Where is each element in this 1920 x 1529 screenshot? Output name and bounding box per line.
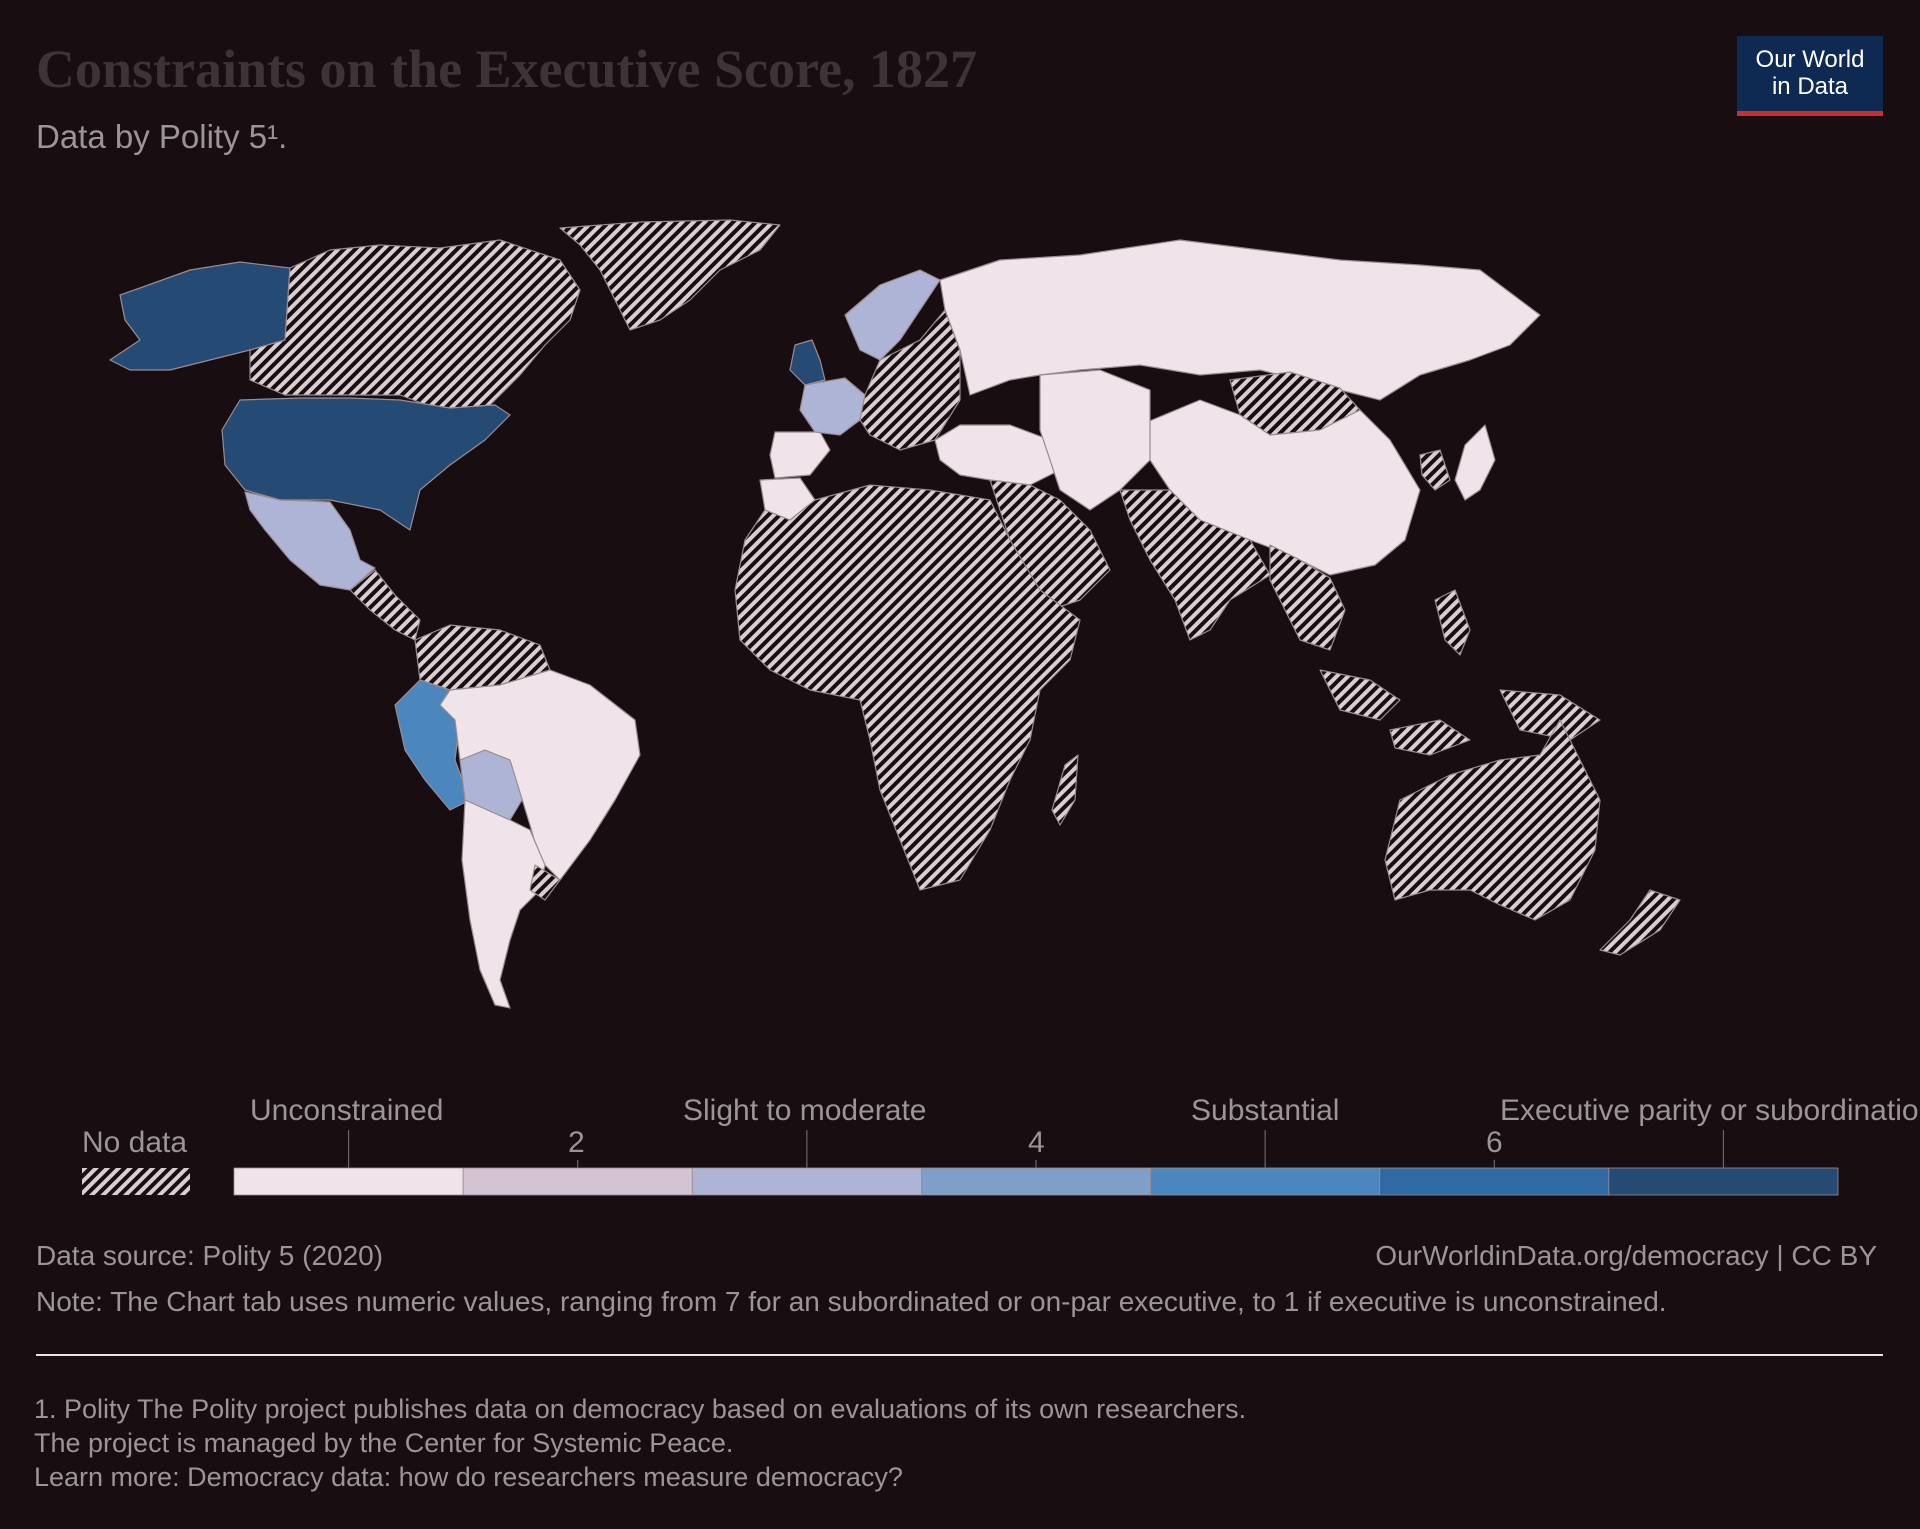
- footnote-line-2: The project is managed by the Center for…: [34, 1428, 734, 1458]
- logo-line-1: Our World: [1755, 46, 1865, 73]
- region-scandinavia[interactable]: [844, 269, 941, 361]
- region-la-plata[interactable]: [529, 864, 561, 901]
- legend-tick-2: 2: [568, 1126, 585, 1159]
- legend-category-3: Substantial: [1191, 1094, 1340, 1127]
- logo-line-2: in Data: [1771, 73, 1849, 100]
- legend-bin-6[interactable]: [1379, 1167, 1610, 1196]
- legend-bin-5[interactable]: [1150, 1167, 1381, 1196]
- region-persia[interactable]: [1039, 369, 1151, 511]
- legend-tick-4: 4: [1028, 1126, 1045, 1159]
- legend-bin-1[interactable]: [233, 1167, 464, 1196]
- chart-title: Constraints on the Executive Score, 1827: [36, 39, 977, 99]
- legend-bin-4[interactable]: [921, 1167, 1151, 1196]
- chart-note: Note: The Chart tab uses numeric values,…: [36, 1286, 1667, 1317]
- owid-logo[interactable]: Our World in Data: [1737, 36, 1883, 116]
- region-greenland[interactable]: [559, 219, 781, 331]
- region-russia[interactable]: [939, 239, 1541, 401]
- region-mexico[interactable]: [244, 491, 376, 591]
- legend-no-data-swatch: [82, 1168, 190, 1195]
- map-legend: No data Unconstrained Slight to moderate…: [0, 1080, 1920, 1220]
- region-usa[interactable]: [221, 397, 511, 531]
- region-new-zealand[interactable]: [1599, 889, 1681, 956]
- region-france[interactable]: [799, 377, 866, 436]
- legend-bin-2[interactable]: [462, 1167, 693, 1196]
- footnote-line-1: 1. Polity The Polity project publishes d…: [34, 1394, 1247, 1424]
- legend-category-2: Slight to moderate: [683, 1094, 927, 1127]
- region-australia[interactable]: [1384, 719, 1601, 921]
- world-map[interactable]: [0, 200, 1920, 1030]
- legend-tick-6: 6: [1486, 1126, 1503, 1159]
- region-ottoman[interactable]: [934, 424, 1061, 486]
- region-indonesia[interactable]: [1319, 669, 1601, 756]
- region-uk[interactable]: [789, 339, 826, 386]
- legend-no-data-label: No data: [82, 1126, 188, 1159]
- chart-subtitle: Data by Polity 5¹.: [36, 118, 288, 155]
- region-iberia[interactable]: [769, 431, 831, 479]
- region-central-europe[interactable]: [859, 309, 961, 451]
- legend-color-scale: [233, 1130, 1839, 1196]
- footnote-line-3[interactable]: Learn more: Democracy data: how do resea…: [34, 1462, 903, 1492]
- region-philippines[interactable]: [1434, 589, 1471, 656]
- site-license[interactable]: OurWorldinData.org/democracy | CC BY: [1375, 1240, 1877, 1271]
- footer-divider: [36, 1354, 1883, 1356]
- region-southeast-asia[interactable]: [1269, 544, 1346, 651]
- legend-category-4: Executive parity or subordination: [1500, 1094, 1920, 1127]
- region-madagascar[interactable]: [1051, 754, 1079, 826]
- data-source: Data source: Polity 5 (2020): [36, 1240, 384, 1271]
- region-alaska[interactable]: [109, 261, 291, 371]
- legend-category-1: Unconstrained: [250, 1094, 444, 1127]
- region-canada[interactable]: [249, 239, 581, 411]
- legend-bin-7[interactable]: [1608, 1167, 1839, 1196]
- region-southern-cone[interactable]: [461, 799, 546, 1009]
- region-india[interactable]: [1119, 489, 1271, 641]
- region-africa[interactable]: [734, 484, 1081, 891]
- region-central-america[interactable]: [349, 569, 421, 641]
- region-japan[interactable]: [1454, 424, 1496, 501]
- region-korea[interactable]: [1419, 449, 1451, 491]
- legend-bin-3[interactable]: [691, 1167, 922, 1196]
